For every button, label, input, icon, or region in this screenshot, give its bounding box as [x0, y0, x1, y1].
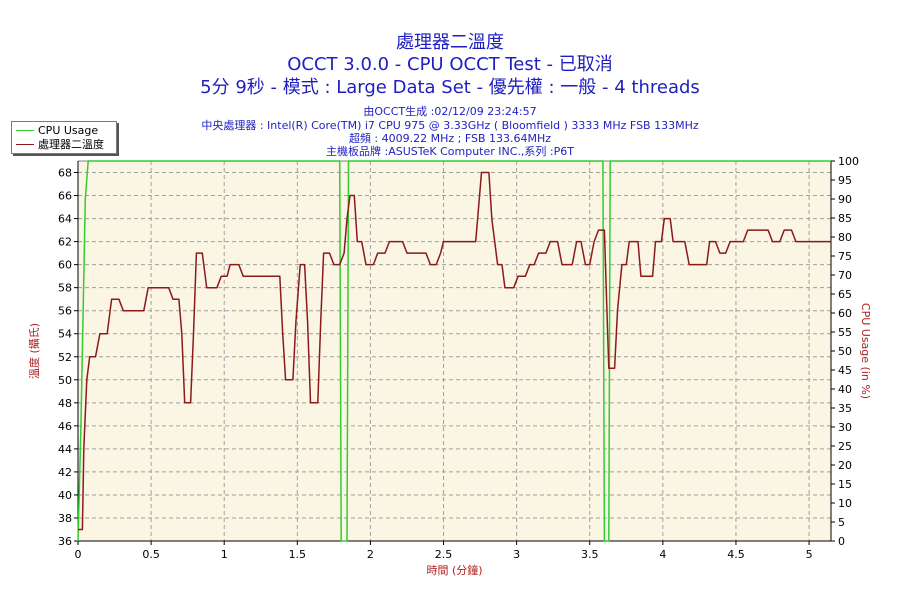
y-tick-label: 38 — [58, 512, 72, 525]
legend-item-temperature: 處理器二溫度 — [16, 137, 104, 151]
chart-legend: CPU Usage 處理器二溫度 — [11, 121, 117, 154]
y-tick-label: 40 — [58, 489, 72, 502]
y2-tick-label: 0 — [838, 535, 845, 548]
generated-by-info: 由OCCT生成 :02/12/09 23:24:57 — [363, 105, 537, 118]
chart-test-details: 5分 9秒 - 模式 : Large Data Set - 優先權 : 一般 -… — [200, 77, 700, 98]
y2-tick-label: 55 — [838, 326, 852, 339]
x-tick-label: 0 — [75, 548, 82, 561]
y2-tick-label: 85 — [838, 212, 852, 225]
y-tick-label: 52 — [58, 351, 72, 364]
cpu-info: 中央處理器 : Intel(R) Core(TM) i7 CPU 975 @ 3… — [201, 119, 699, 132]
y2-tick-label: 35 — [838, 402, 852, 415]
legend-label-cpu-usage: CPU Usage — [38, 123, 99, 137]
y-tick-label: 46 — [58, 420, 72, 433]
y2-tick-label: 95 — [838, 174, 852, 187]
x-tick-label: 2.5 — [435, 548, 453, 561]
y2-axis-title: CPU Usage (in %) — [859, 303, 872, 399]
y-axis-title: 溫度 (攝氏) — [27, 323, 41, 379]
x-tick-label: 1 — [221, 548, 228, 561]
y2-tick-label: 20 — [838, 459, 852, 472]
y2-tick-label: 80 — [838, 231, 852, 244]
chart-subtitle: OCCT 3.0.0 - CPU OCCT Test - 已取消 — [287, 54, 613, 75]
y2-tick-label: 65 — [838, 288, 852, 301]
y-tick-label: 66 — [58, 190, 72, 203]
series-line-temperature — [78, 171, 831, 531]
x-tick-label: 4.5 — [727, 548, 745, 561]
x-axis-title: 時間 (分鐘) — [426, 563, 482, 577]
y2-tick-label: 25 — [838, 440, 852, 453]
y2-tick-label: 30 — [838, 421, 852, 434]
x-tick-label: 4 — [659, 548, 666, 561]
y-tick-label: 56 — [58, 305, 72, 318]
series-line-cpu-usage — [77, 160, 831, 542]
y-tick-label: 68 — [58, 167, 72, 180]
legend-swatch-cpu-usage — [16, 129, 34, 131]
x-tick-label: 3 — [513, 548, 520, 561]
y2-tick-label: 50 — [838, 345, 852, 358]
y-tick-label: 58 — [58, 282, 72, 295]
x-tick-label: 5 — [806, 548, 813, 561]
overclock-info: 超頻 : 4009.22 MHz ; FSB 133.64MHz — [348, 132, 552, 145]
y2-tick-label: 100 — [838, 155, 859, 168]
y-tick-label: 42 — [58, 466, 72, 479]
y-tick-label: 54 — [58, 328, 72, 341]
legend-swatch-temperature — [16, 143, 34, 145]
y-tick-label: 36 — [58, 535, 72, 548]
motherboard-info: 主機板品牌 :ASUSTeK Computer INC.,系列 :P6T — [326, 145, 574, 158]
y-tick-label: 60 — [58, 259, 72, 272]
x-tick-label: 2 — [367, 548, 374, 561]
x-tick-label: 1.5 — [289, 548, 307, 561]
y-tick-label: 62 — [58, 236, 72, 249]
plot-area — [78, 161, 831, 541]
y2-tick-label: 40 — [838, 383, 852, 396]
y2-tick-label: 15 — [838, 478, 852, 491]
x-tick-label: 3.5 — [581, 548, 599, 561]
x-tick-label: 0.5 — [142, 548, 160, 561]
y-tick-label: 48 — [58, 397, 72, 410]
y2-tick-label: 5 — [838, 516, 845, 529]
legend-item-cpu-usage: CPU Usage — [16, 123, 98, 137]
legend-label-temperature: 處理器二溫度 — [38, 138, 104, 151]
y-tick-label: 44 — [58, 443, 72, 456]
y-tick-label: 50 — [58, 374, 72, 387]
y2-tick-label: 60 — [838, 307, 852, 320]
y2-tick-label: 75 — [838, 250, 852, 263]
y2-tick-label: 90 — [838, 193, 852, 206]
y-tick-label: 64 — [58, 213, 72, 226]
y2-tick-label: 45 — [838, 364, 852, 377]
y2-tick-label: 70 — [838, 269, 852, 282]
chart-title: 處理器二溫度 — [396, 32, 504, 53]
y2-tick-label: 10 — [838, 497, 852, 510]
